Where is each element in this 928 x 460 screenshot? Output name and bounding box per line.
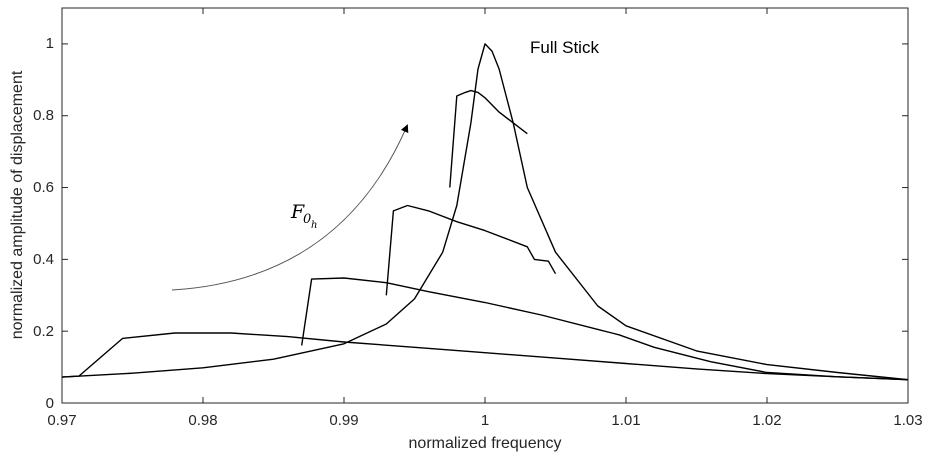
x-tick-label-0-99: 0.99: [329, 412, 358, 429]
x-tick-label-1: 1: [481, 412, 489, 429]
x-axis-label: normalized frequency: [409, 435, 562, 452]
response-curve-2: [61, 332, 909, 381]
force-sub-subscript: h: [311, 220, 317, 231]
full-stick-annotation: Full Stick: [530, 38, 599, 57]
x-tick-label-0-97: 0.97: [47, 412, 76, 429]
x-tick-label-1-01: 1.01: [611, 412, 640, 429]
y-tick-label-0-2: 0.2: [33, 323, 54, 340]
tick-marks: [61, 8, 909, 404]
y-axis-label: normalized amplitude of displacement: [9, 70, 26, 339]
y-tick-label-0: 0: [46, 395, 54, 412]
y-tick-label-1: 1: [46, 35, 54, 52]
x-tick-labels: 0.97 0.98 0.99 1 1.01 1.02 1.03: [47, 412, 922, 429]
response-curve-3: [301, 277, 909, 381]
x-tick-label-1-02: 1.02: [752, 412, 781, 429]
response-curve-5: [449, 89, 528, 188]
force-annotation: F 0 h: [290, 201, 317, 231]
x-tick-label-0-98: 0.98: [188, 412, 217, 429]
y-tick-label-0-8: 0.8: [33, 107, 54, 124]
x-tick-label-1-03: 1.03: [893, 412, 922, 429]
increasing-force-arrow: [171, 124, 409, 291]
y-tick-label-0-6: 0.6: [33, 179, 54, 196]
response-curve-1: [61, 43, 909, 381]
plot-area-frame: [61, 7, 909, 404]
force-symbol: F: [290, 201, 305, 223]
y-tick-labels: 0 0.2 0.4 0.6 0.8 1: [33, 35, 54, 412]
y-tick-label-0-4: 0.4: [33, 251, 54, 268]
response-curve-4: [385, 204, 557, 296]
force-subscript: 0: [303, 212, 311, 227]
response-curves: [61, 43, 909, 381]
